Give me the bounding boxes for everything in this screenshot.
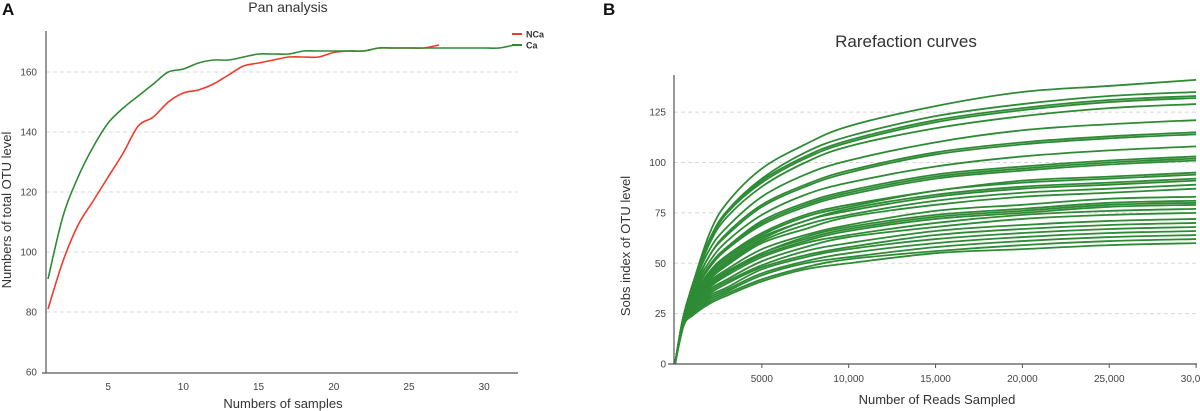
series-line-nca <box>47 44 440 310</box>
rarefaction-curve-17 <box>674 183 1197 365</box>
y-tick-label: 100 <box>20 248 37 259</box>
rarefaction-curve-23 <box>674 207 1197 365</box>
y-tick-label: 120 <box>20 188 37 199</box>
y-tick-label: 75 <box>655 208 667 219</box>
x-tick-label: 5000 <box>751 374 774 385</box>
x-tick-label: 30 <box>479 382 491 393</box>
x-tick-label: 20,000 <box>1007 374 1038 385</box>
rarefaction-curve-14 <box>674 173 1197 365</box>
y-tick-label: 60 <box>26 368 38 379</box>
rarefaction-curve-28 <box>674 230 1197 365</box>
y-tick-label: 80 <box>26 308 38 319</box>
x-tick-label: 10 <box>178 382 190 393</box>
rarefaction-curve-12 <box>674 159 1197 365</box>
x-tick-label: 10,000 <box>833 374 864 385</box>
rarefaction-curve-31 <box>674 242 1197 365</box>
y-tick-label: 0 <box>660 360 666 371</box>
chart-title-b: Rarefaction curves <box>835 32 977 51</box>
rarefaction-curve-8 <box>674 133 1197 365</box>
panel-a: A Pan analysis 60 80 100 120 140 160 5 10 15 20 25… <box>0 0 545 411</box>
x-tick-label: 25,000 <box>1094 374 1125 385</box>
y-tick-label: 100 <box>649 158 666 169</box>
rarefaction-curve-20 <box>674 199 1197 365</box>
y-axis-label-a: Numbers of total OTU level <box>0 132 14 289</box>
rarefaction-curve-25 <box>674 218 1197 365</box>
rarefaction-curve-9 <box>674 145 1197 365</box>
legend-label: Ca <box>526 41 538 51</box>
chart-title-a: Pan analysis <box>248 0 327 15</box>
rarefaction-curve-10 <box>674 155 1197 365</box>
rarefaction-curve-26 <box>674 222 1197 365</box>
y-tick-label: 140 <box>20 128 37 139</box>
x-axis-label-b: Number of Reads Sampled <box>859 392 1016 407</box>
rarefaction-curve-30 <box>674 238 1197 365</box>
x-tick-label: 25 <box>403 382 415 393</box>
y-tick-label: 160 <box>20 68 37 79</box>
y-axis-label-b: Sobs index of OTU level <box>618 176 633 316</box>
rarefaction-curve-18 <box>674 187 1197 365</box>
rarefaction-curve-19 <box>674 195 1197 365</box>
legend-label: NCa <box>526 30 545 40</box>
x-tick-label: 5 <box>105 382 111 393</box>
y-tick-label: 25 <box>655 309 667 320</box>
y-tick-label: 125 <box>649 108 666 119</box>
x-tick-label: 30,000 <box>1181 374 1200 385</box>
panel-b: B Rarefaction curves 0 25 50 75 100 125 5000 10… <box>603 0 1200 407</box>
panel-label-b: B <box>603 0 615 19</box>
x-tick-label: 15 <box>253 382 265 393</box>
x-tick-label: 15,000 <box>920 374 951 385</box>
x-axis-label-a: Numbers of samples <box>223 396 343 411</box>
y-tick-label: 50 <box>655 259 667 270</box>
panel-label-a: A <box>2 0 14 19</box>
series-line-ca <box>47 44 515 280</box>
x-tick-label: 20 <box>328 382 340 393</box>
